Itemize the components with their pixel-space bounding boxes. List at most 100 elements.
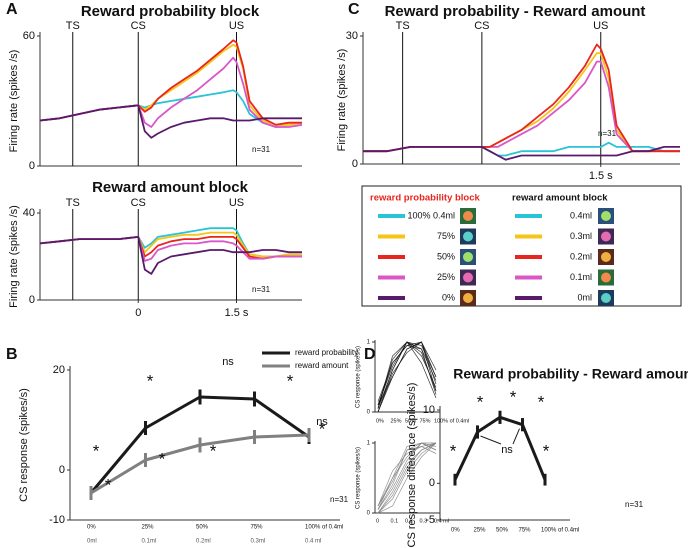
legend-label: 0ml: [577, 292, 592, 302]
sample-size: n=31: [625, 500, 644, 509]
event-label: US: [229, 20, 244, 32]
annotation: *: [105, 475, 112, 494]
neuron-line: [377, 442, 437, 514]
x-tick-label: 75%: [420, 418, 431, 424]
neuron-line: [377, 442, 437, 514]
neuron-line: [377, 442, 436, 510]
legend-box: [361, 185, 682, 307]
x-tick-label: 0: [135, 307, 141, 319]
x-tick-label: 25%: [474, 528, 487, 534]
neuron-line: [377, 442, 437, 507]
y-axis-label: Firing rate (spikes /s): [8, 205, 20, 308]
y-tick-label: 40: [23, 207, 35, 219]
x-tick-label: 75%: [251, 525, 264, 531]
y-tick-label: 0: [29, 160, 35, 172]
x-tick-label: 25%: [391, 418, 402, 424]
neuron-line: [377, 345, 437, 402]
y-tick-label: 1: [367, 441, 371, 447]
cue-icon-center: [463, 231, 473, 242]
legend-label: reward probability: [295, 348, 358, 357]
chart-title: Reward amount block: [92, 179, 249, 196]
legend-title: reward amount block: [512, 193, 608, 204]
annotation: *: [159, 449, 166, 468]
event-label: CS: [131, 20, 146, 32]
chart-title: Reward probability block: [81, 3, 260, 20]
annotation: ns: [222, 356, 234, 368]
cue-icon-center: [601, 293, 611, 303]
neuron-line: [377, 341, 437, 406]
y-tick-label: -5: [425, 514, 435, 526]
annotation: *: [450, 441, 457, 460]
sample-size: n=31: [252, 145, 271, 154]
legend-label: reward amount: [295, 361, 349, 370]
neuron-line: [377, 341, 437, 413]
y-axis-label: CS response difference (spikes/s): [406, 383, 418, 548]
x-tick-label: 1.5 s: [589, 170, 613, 182]
trace: [39, 227, 302, 258]
y-axis-label: CS response (spikes/s): [356, 447, 362, 509]
annotation: *: [147, 371, 154, 390]
trace: [363, 146, 680, 161]
sample-size: n=31: [598, 129, 617, 138]
legend-label: 0.1ml: [570, 272, 592, 282]
trace: [39, 236, 302, 275]
mean-line: [453, 415, 547, 481]
legend-label: 0.2ml: [570, 251, 592, 261]
x-tick-label-secondary: 0.3ml: [251, 539, 266, 545]
y-tick-label: 30: [346, 30, 358, 42]
x-tick-label: 0%: [376, 418, 384, 424]
cue-icon-center: [463, 293, 473, 303]
y-tick-label: 0: [367, 511, 371, 517]
panel-label: A: [6, 1, 18, 18]
legend-label: 0%: [442, 292, 455, 302]
y-tick-label: -10: [49, 514, 65, 526]
trace: [39, 236, 302, 260]
y-axis-label: Firing rate (spikes /s): [336, 49, 348, 152]
y-tick-label: 0: [429, 477, 435, 489]
trace: [39, 56, 303, 128]
annotation: *: [287, 371, 294, 390]
y-tick-label: 0: [59, 464, 65, 476]
x-tick-label: 100% of 0.4ml: [434, 418, 469, 424]
trace: [363, 141, 680, 157]
y-tick-label: 0: [352, 158, 358, 170]
x-tick-label: 25%: [142, 525, 155, 531]
cue-icon-center: [601, 252, 611, 262]
event-label: TS: [396, 20, 410, 32]
cue-icon-center: [601, 211, 611, 221]
legend-label: 100% 0.4ml: [407, 210, 455, 220]
legend-label: 0.3ml: [570, 231, 592, 241]
legend-label: 75%: [437, 231, 455, 241]
neuron-line: [377, 442, 437, 510]
cue-icon-center: [601, 231, 611, 242]
event-label: TS: [66, 20, 80, 32]
x-tick-label: 0.3: [420, 518, 428, 524]
legend-label: 25%: [437, 272, 455, 282]
neuron-line: [377, 442, 437, 514]
x-tick-label: 1.5 s: [225, 307, 249, 319]
trace: [363, 43, 680, 153]
sample-size: n=31: [330, 495, 349, 504]
legend-label: 50%: [437, 251, 455, 261]
panel-label: D: [364, 346, 376, 363]
panel-label: B: [6, 346, 18, 363]
event-label: US: [229, 197, 244, 209]
neuron-line: [377, 446, 437, 507]
x-tick-label: 100% of 0.4ml: [305, 525, 343, 531]
annotation-connector: [512, 428, 520, 445]
x-tick-label-secondary: 0.1ml: [142, 539, 157, 545]
annotation: ns: [316, 416, 328, 428]
sample-size: n=31: [252, 285, 271, 294]
x-tick-label: 50%: [196, 525, 209, 531]
y-axis-label: Firing rate (spikes /s): [8, 50, 20, 153]
y-tick-label: 0: [367, 410, 371, 416]
y-tick-label: 0: [29, 294, 35, 306]
trace: [39, 231, 302, 258]
x-tick-label: 0: [376, 518, 379, 524]
annotation: *: [510, 387, 517, 406]
annotation: *: [477, 392, 484, 411]
annotation: ns: [501, 444, 513, 456]
x-tick-label: 0.1: [391, 518, 399, 524]
y-axis-label: CS response (spikes/s): [18, 388, 30, 502]
x-tick-label: 50%: [405, 418, 416, 424]
